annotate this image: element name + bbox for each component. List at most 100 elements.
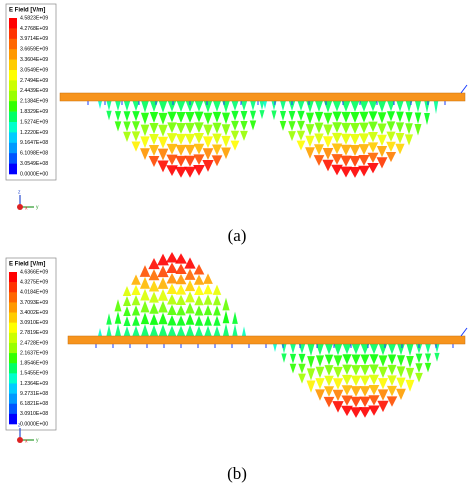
field-arrow (167, 304, 177, 316)
field-arrow (203, 124, 213, 137)
field-arrow (231, 101, 239, 111)
field-arrow (221, 147, 231, 160)
field-arrow (157, 277, 169, 289)
field-arrow (185, 313, 195, 325)
field-arrow (230, 140, 240, 151)
legend-label: 4.0184E+09 (20, 290, 48, 296)
field-arrow (204, 315, 212, 326)
field-arrow (230, 130, 240, 141)
field-arrow (359, 101, 369, 112)
field-arrow (313, 155, 325, 166)
field-arrow (332, 122, 342, 133)
field-arrow (306, 368, 316, 381)
field-arrow (106, 313, 112, 325)
field-arrow (203, 304, 213, 316)
field-arrow (368, 121, 378, 133)
field-arrow (203, 273, 213, 284)
color-segment (9, 282, 17, 293)
color-segment (9, 90, 17, 102)
field-arrow (396, 101, 404, 112)
end-arrow (460, 327, 468, 337)
legend-label: 2.1637E+09 (20, 350, 48, 356)
axis-label: x (25, 438, 28, 444)
field-arrow (368, 385, 380, 396)
field-arrow (415, 344, 423, 354)
field-arrow (332, 389, 344, 402)
field-arrow (140, 300, 150, 313)
field-arrow (350, 111, 360, 123)
field-arrow (175, 253, 187, 264)
field-arrow (359, 407, 371, 418)
field-arrow (279, 110, 287, 121)
field-arrow (280, 101, 286, 111)
field-arrow (350, 407, 362, 418)
field-arrow (395, 122, 405, 134)
legend-label: 1.2220E+09 (20, 130, 48, 136)
field-arrow (307, 356, 315, 369)
field-arrow (271, 101, 277, 111)
field-arrow (405, 379, 415, 392)
field-arrow (316, 344, 324, 356)
plate (67, 335, 466, 345)
field-arrow (123, 316, 131, 327)
field-arrow (350, 386, 362, 397)
field-arrow (273, 344, 277, 352)
field-arrow (212, 294, 222, 306)
color-segment (9, 101, 17, 112)
field-arrow (434, 344, 440, 353)
field-arrow (122, 286, 132, 297)
field-arrow (342, 344, 352, 355)
field-arrow (148, 144, 160, 156)
end-arrow (460, 84, 468, 94)
field-arrow (184, 257, 196, 269)
field-arrow (232, 311, 238, 324)
field-arrow (123, 296, 131, 307)
field-arrow (106, 110, 112, 121)
field-arrow (323, 124, 333, 137)
field-arrow (166, 154, 178, 166)
field-arrow (396, 388, 406, 400)
legend-label: 1.8329E+09 (20, 109, 48, 115)
field-arrow (176, 325, 186, 336)
field-arrow (167, 325, 177, 336)
field-arrow (315, 101, 323, 112)
color-segment (9, 332, 17, 344)
field-arrow (359, 122, 369, 134)
color-segment (9, 373, 17, 384)
field-arrow (281, 353, 287, 363)
legend-label: 3.6659E+09 (20, 47, 48, 53)
field-arrow (194, 111, 204, 123)
field-arrow (194, 294, 204, 306)
field-arrow (388, 344, 396, 355)
field-arrow (123, 306, 131, 317)
field-arrow (185, 122, 195, 134)
field-arrow (324, 375, 334, 387)
field-arrow (296, 140, 306, 151)
field-arrow (166, 143, 178, 155)
caption: (a) (228, 226, 247, 245)
field-arrow (351, 344, 361, 355)
field-arrow (149, 313, 159, 325)
axis-x (17, 437, 23, 443)
field-arrow (131, 131, 141, 142)
field-arrow (405, 112, 413, 124)
field-arrow (359, 396, 371, 408)
field-arrow (184, 279, 196, 292)
field-arrow (148, 258, 160, 270)
field-arrow (157, 288, 169, 301)
field-arrow (204, 325, 212, 336)
field-arrow (415, 363, 423, 373)
legend-label: 2.1384E+09 (20, 99, 48, 105)
field-arrow (341, 374, 353, 386)
color-segment (9, 353, 17, 364)
field-arrow (349, 166, 361, 178)
field-arrow (367, 152, 379, 164)
field-arrow (433, 101, 439, 114)
field-arrow (341, 405, 353, 417)
legend-label: 4.5823E+09 (20, 15, 48, 21)
field-arrow (325, 344, 333, 355)
field-arrow (305, 147, 315, 159)
field-arrow (369, 364, 379, 375)
field-arrow (281, 344, 287, 354)
